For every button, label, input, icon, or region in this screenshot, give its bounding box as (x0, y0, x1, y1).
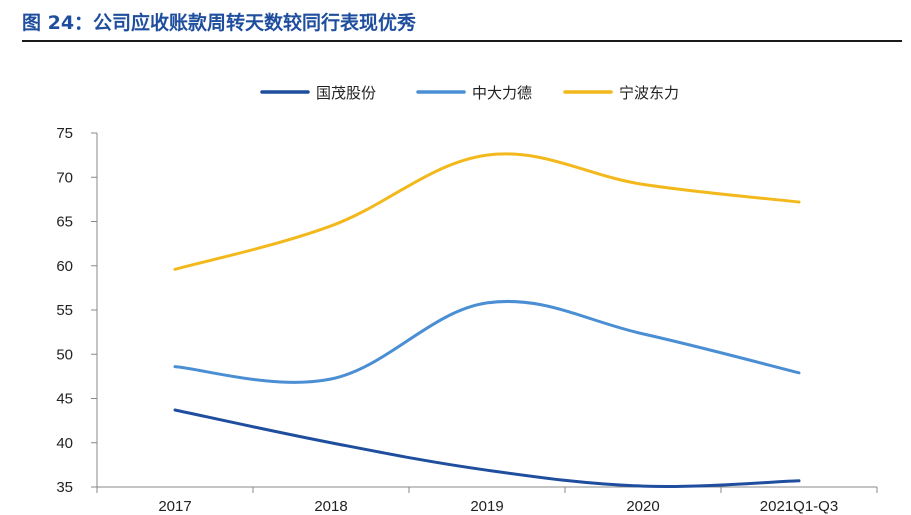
y-tick-label: 70 (56, 169, 73, 186)
y-axis: 35 40 45 50 55 60 65 70 75 (56, 125, 98, 496)
y-tick-label: 40 (56, 435, 73, 452)
x-tick-label: 2017 (158, 498, 191, 515)
legend: 国茂股份 中大力德 宁波东力 (260, 84, 679, 102)
y-tick-label: 35 (56, 479, 73, 496)
legend-label-2: 中大力德 (472, 84, 532, 102)
plot-area (173, 152, 801, 488)
x-tick-label: 2019 (470, 498, 503, 515)
y-tick-label: 65 (56, 214, 73, 231)
y-tick-label: 60 (56, 258, 73, 275)
y-tick-label: 55 (56, 302, 73, 319)
x-tick-label: 2018 (314, 498, 347, 515)
legend-label-3: 宁波东力 (619, 84, 679, 102)
x-axis: 2017 2018 2019 2020 2021Q1-Q3 (96, 486, 878, 515)
title-divider (22, 40, 902, 42)
figure-title: 图 24：公司应收账款周转天数较同行表现优秀 (22, 12, 417, 34)
y-tick-label: 75 (56, 125, 73, 142)
series-line-3 (173, 152, 801, 271)
series-line-2 (173, 299, 801, 384)
x-tick-label: 2021Q1-Q3 (760, 498, 838, 515)
series-line-1 (173, 408, 801, 488)
x-tick-label: 2020 (626, 498, 659, 515)
legend-label-1: 国茂股份 (316, 84, 376, 102)
y-tick-label: 45 (56, 391, 73, 408)
y-tick-label: 50 (56, 346, 73, 363)
